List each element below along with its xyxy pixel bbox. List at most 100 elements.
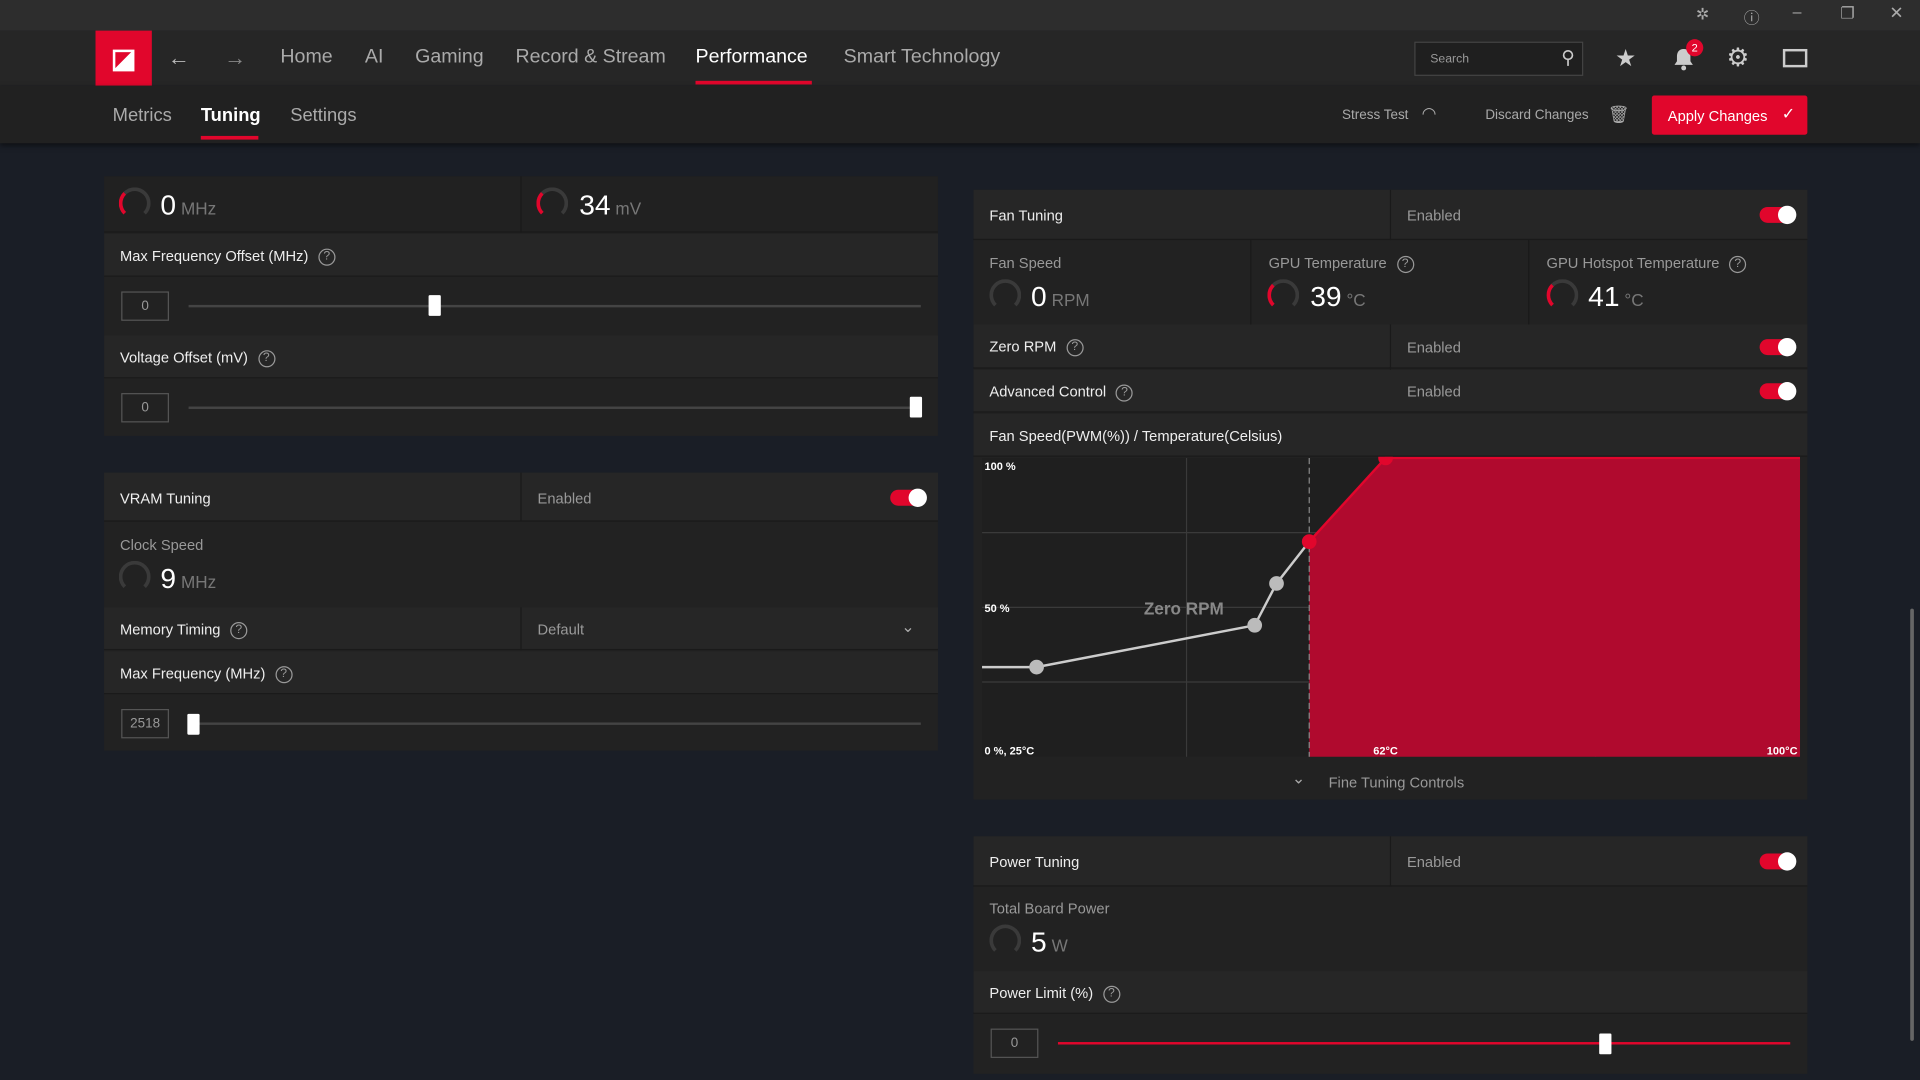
- curve-point[interactable]: [1247, 618, 1262, 633]
- fan-speed-gauge-icon: [989, 279, 1021, 311]
- help-icon[interactable]: ?: [258, 350, 275, 367]
- nav-ai[interactable]: AI: [365, 47, 384, 69]
- slider-thumb[interactable]: [910, 397, 922, 418]
- sidebar-toggle-icon[interactable]: [1783, 49, 1807, 67]
- slider-thumb[interactable]: [429, 295, 441, 316]
- amd-logo[interactable]: ◪: [96, 31, 152, 86]
- max-frequency-offset-slider[interactable]: [189, 305, 921, 307]
- tab-settings[interactable]: Settings: [290, 105, 356, 126]
- x-label-62: 62°C: [1373, 745, 1398, 757]
- zero-rpm-label: Zero RPM?: [989, 338, 1083, 356]
- fan-tuning-title: Fan Tuning: [989, 207, 1063, 224]
- help-icon[interactable]: ?: [1066, 339, 1083, 356]
- curve-point[interactable]: [1029, 660, 1044, 675]
- memory-timing-label: Memory Timing?: [120, 621, 247, 639]
- max-frequency-offset-label: Max Frequency Offset (MHz)?: [120, 247, 335, 265]
- slider-thumb[interactable]: [187, 714, 199, 735]
- fan-speed-readout: 0RPM: [1031, 280, 1090, 313]
- gpu-temp-gauge-icon: [1267, 279, 1299, 311]
- vram-status: Enabled: [538, 490, 592, 507]
- x-label-100: 100°C: [1767, 745, 1798, 757]
- notification-badge: 2: [1686, 39, 1703, 56]
- gpu-hotspot-label: GPU Hotspot Temperature?: [1547, 255, 1747, 273]
- memory-timing-dropdown[interactable]: Default ⌄: [522, 607, 938, 650]
- apply-changes-label: Apply Changes: [1668, 108, 1768, 125]
- power-tuning-title: Power Tuning: [989, 853, 1079, 870]
- nav-smart-technology[interactable]: Smart Technology: [844, 47, 1000, 69]
- power-limit-input[interactable]: 0: [991, 1029, 1039, 1058]
- nav-gaming[interactable]: Gaming: [415, 47, 484, 69]
- search-placeholder: Search: [1430, 53, 1469, 66]
- help-icon[interactable]: ?: [1729, 256, 1746, 273]
- help-icon[interactable]: ?: [318, 248, 335, 265]
- curve-point[interactable]: [1302, 534, 1317, 549]
- max-frequency-offset-input[interactable]: 0: [121, 291, 169, 320]
- apply-changes-button[interactable]: Apply Changes ✓: [1652, 96, 1808, 135]
- tab-active-indicator: [201, 136, 259, 140]
- vram-clock-gauge-icon: [119, 561, 151, 593]
- minimize-icon[interactable]: –: [1793, 2, 1802, 20]
- curve-point[interactable]: [1269, 576, 1284, 591]
- discard-changes-button[interactable]: Discard Changes: [1485, 108, 1588, 123]
- tab-metrics[interactable]: Metrics: [113, 105, 172, 126]
- settings-gear-icon[interactable]: ⚙: [1727, 43, 1750, 74]
- max-frequency-input[interactable]: 2518: [121, 709, 169, 738]
- memory-timing-value: Default: [538, 621, 585, 638]
- help-icon[interactable]: ⓘ: [1744, 5, 1760, 28]
- trash-icon[interactable]: 🗑︎: [1608, 104, 1630, 125]
- total-board-power-label: Total Board Power: [989, 900, 1109, 917]
- y-label-50: 50 %: [984, 603, 1009, 615]
- vram-tuning-toggle[interactable]: [890, 490, 924, 506]
- title-bar: ✲ ⓘ – ❐ ✕: [0, 0, 1920, 31]
- slider-thumb[interactable]: [1599, 1033, 1611, 1054]
- zero-rpm-status: Enabled: [1407, 339, 1461, 356]
- power-status: Enabled: [1407, 853, 1461, 870]
- favorites-star-icon[interactable]: ★: [1615, 45, 1636, 73]
- advanced-control-toggle[interactable]: [1760, 383, 1794, 399]
- power-gauge-icon: [989, 924, 1021, 956]
- help-icon[interactable]: ?: [1103, 986, 1120, 1003]
- active-fan-region: [1309, 458, 1800, 757]
- power-tuning-toggle[interactable]: [1760, 853, 1794, 869]
- bug-report-icon[interactable]: ✲: [1696, 5, 1709, 25]
- power-tuning-panel: Power Tuning Enabled Total Board Power 5…: [973, 836, 1807, 1074]
- nav-record-stream[interactable]: Record & Stream: [516, 47, 666, 69]
- fine-tuning-label: Fine Tuning Controls: [1329, 774, 1465, 791]
- forward-icon[interactable]: →: [224, 45, 246, 71]
- fine-tuning-controls-toggle[interactable]: ⌄ Fine Tuning Controls: [973, 763, 1807, 800]
- max-frequency-slider[interactable]: [189, 722, 921, 724]
- close-icon[interactable]: ✕: [1889, 2, 1903, 23]
- search-icon[interactable]: ⚲: [1561, 47, 1574, 69]
- gpu-clock-readout: 0MHz: [160, 189, 216, 222]
- help-icon[interactable]: ?: [275, 666, 292, 683]
- scrollbar[interactable]: [1910, 609, 1914, 1041]
- stress-test-gauge-icon[interactable]: ◠: [1422, 103, 1437, 124]
- help-icon[interactable]: ?: [1116, 384, 1133, 401]
- tab-tuning[interactable]: Tuning: [201, 105, 261, 126]
- help-icon[interactable]: ?: [230, 622, 247, 639]
- power-limit-label: Power Limit (%)?: [989, 984, 1120, 1002]
- total-board-power-readout: 5W: [1031, 926, 1068, 959]
- nav-home[interactable]: Home: [280, 47, 332, 69]
- help-icon[interactable]: ?: [1397, 256, 1414, 273]
- gpu-temp-readout: 39°C: [1310, 280, 1365, 313]
- fan-tuning-toggle[interactable]: [1760, 207, 1794, 223]
- stress-test-button[interactable]: Stress Test: [1342, 108, 1408, 123]
- origin-label: 0 %, 25°C: [984, 745, 1034, 757]
- gpu-tuning-panel: 0MHz 34mV Max Frequency Offset (MHz)? 0 …: [104, 176, 938, 436]
- back-icon[interactable]: ←: [168, 45, 190, 71]
- voltage-offset-slider[interactable]: [189, 407, 921, 409]
- zero-rpm-toggle[interactable]: [1760, 339, 1794, 355]
- restore-icon[interactable]: ❐: [1840, 4, 1854, 24]
- search-input[interactable]: Search ⚲: [1414, 42, 1583, 76]
- advanced-control-status: Enabled: [1407, 383, 1461, 400]
- sub-nav: [0, 86, 1920, 144]
- max-frequency-label: Max Frequency (MHz)?: [120, 665, 292, 683]
- fan-speed-label: Fan Speed: [989, 255, 1061, 272]
- fan-curve-chart[interactable]: 100 %50 %0 %, 25°C62°C100°CZero RPM: [973, 457, 1807, 763]
- nav-performance[interactable]: Performance: [696, 47, 808, 69]
- power-limit-slider[interactable]: [1058, 1042, 1790, 1044]
- vram-clock-readout: 9MHz: [160, 562, 216, 595]
- vram-clock-label: Clock Speed: [120, 536, 203, 553]
- voltage-offset-input[interactable]: 0: [121, 393, 169, 422]
